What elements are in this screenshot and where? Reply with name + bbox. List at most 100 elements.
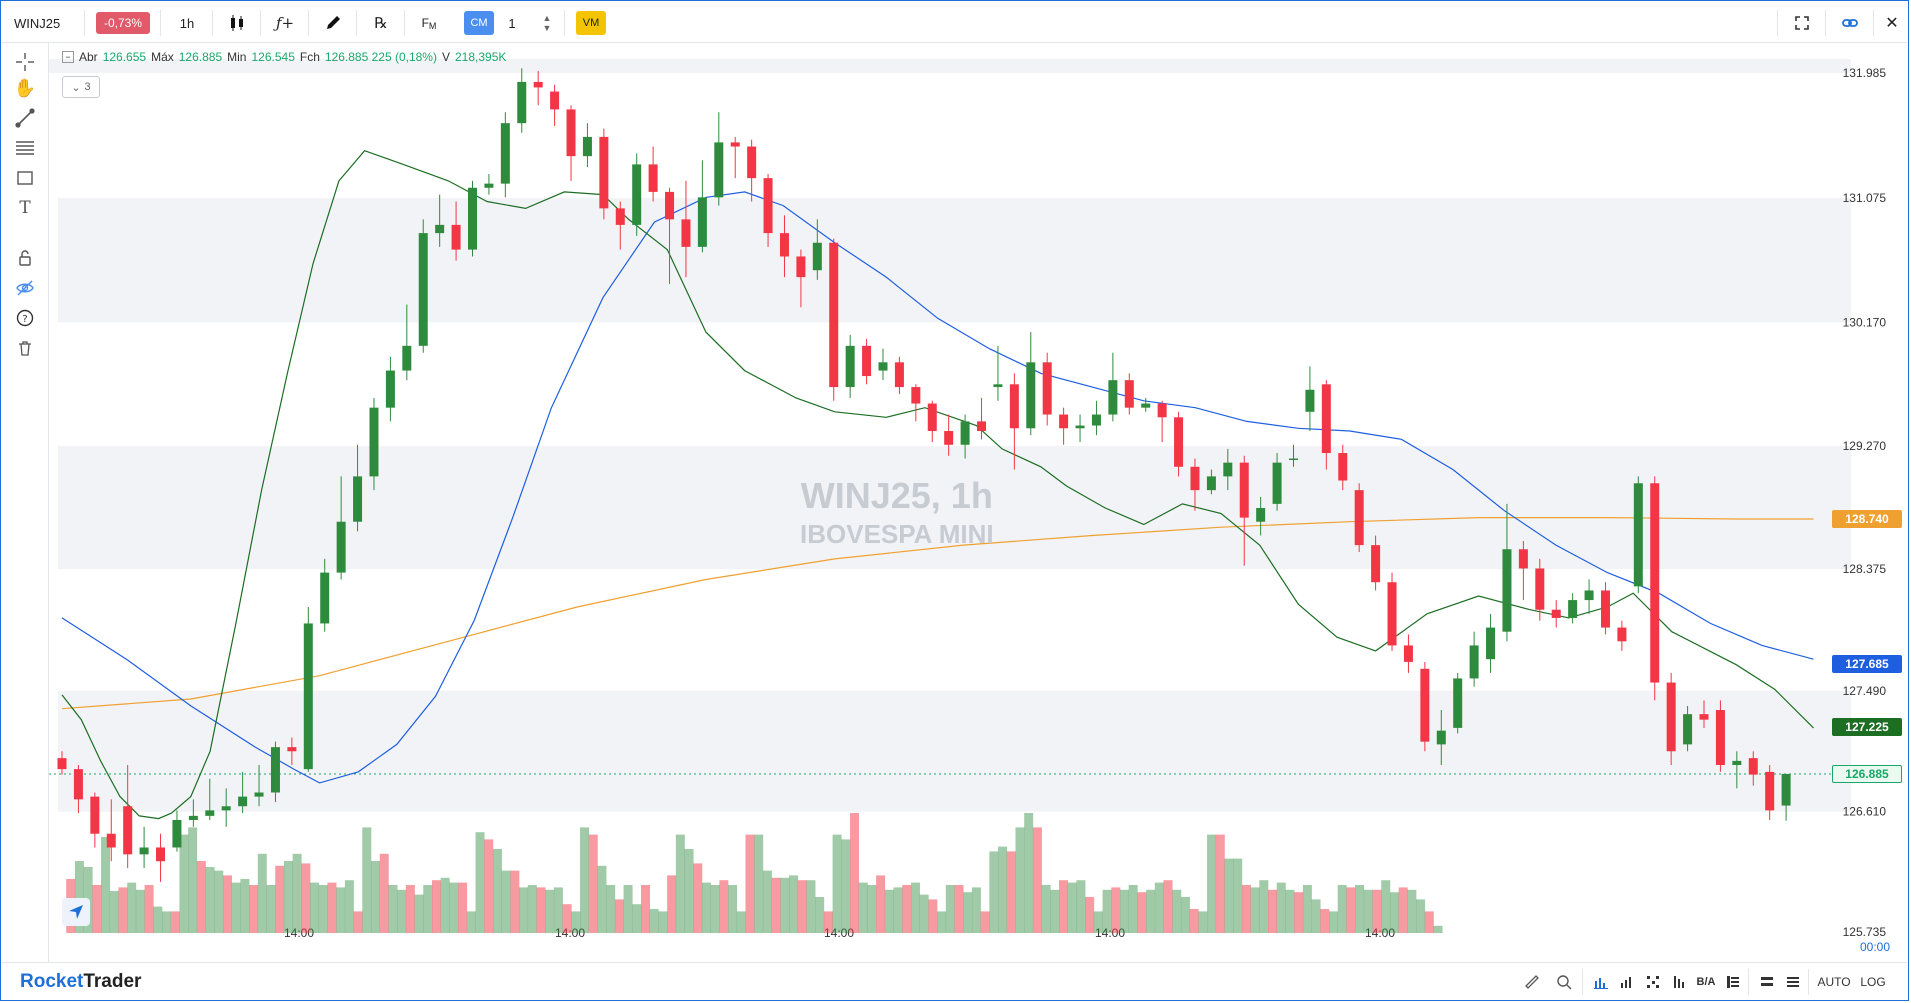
price-band [58, 690, 1851, 812]
volume-bar [728, 885, 738, 933]
legend-collapse-icon[interactable]: − [62, 51, 74, 63]
volume-bar [989, 851, 999, 933]
sma200-price-label: 128.740 [1832, 509, 1902, 528]
candle-body [1206, 476, 1216, 491]
volume-bar [492, 849, 502, 933]
navigate-arrow-icon[interactable] [62, 898, 90, 926]
link-icon[interactable] [1835, 10, 1865, 36]
sma200-line [61, 517, 1814, 710]
volume-bar [1093, 911, 1103, 933]
candle-body [911, 387, 921, 404]
cm-count[interactable]: 1 [508, 15, 516, 31]
candle-body [812, 242, 822, 271]
candle-body [1157, 403, 1167, 418]
ema-blue-line [61, 191, 1814, 784]
grid-icon[interactable] [1642, 971, 1664, 993]
legend-high-value: 126.885 [178, 50, 223, 64]
auto-scale-button[interactable]: AUTO [1817, 975, 1851, 989]
volume-bar [710, 885, 720, 933]
timeframe-button[interactable]: 1h [179, 15, 195, 31]
candle-body [977, 421, 987, 432]
y-tick-label: 130.170 [1843, 315, 1887, 329]
order-book-icon[interactable] [1722, 971, 1744, 993]
trendline-icon[interactable] [12, 105, 38, 131]
text-tool-icon[interactable]: T [19, 198, 31, 218]
drawing-toolbar: ✋ T ? [2, 43, 49, 963]
log-scale-button[interactable]: LOG [1860, 975, 1886, 989]
volume-bar [1407, 889, 1417, 933]
candle-body [369, 407, 379, 477]
volume-bar [1041, 885, 1051, 933]
candle-body [1568, 600, 1578, 618]
vm-button[interactable]: VM [576, 11, 606, 35]
svg-text:?: ? [22, 314, 27, 325]
volume-bar [74, 861, 84, 933]
candle-body [1666, 682, 1676, 752]
cm-button[interactable]: CM [464, 11, 494, 35]
zoom-icon[interactable] [1552, 971, 1576, 993]
volume-bar [597, 865, 607, 933]
volume-profile-icon[interactable] [1616, 971, 1638, 993]
candle-body [1765, 771, 1775, 811]
rectangle-icon[interactable] [12, 165, 38, 191]
candle-body [632, 164, 642, 225]
candle-body [254, 792, 264, 797]
volume-bar [466, 911, 476, 933]
volume-bar [371, 861, 381, 933]
candle-body [1108, 380, 1118, 415]
volume-bar [580, 827, 590, 933]
chevron-down-icon: ⌄ [71, 81, 81, 94]
candle-body [1683, 714, 1693, 745]
symbol-label[interactable]: WINJ25 [14, 15, 61, 31]
volume-bar [971, 887, 981, 933]
layout-icon[interactable] [1756, 971, 1778, 993]
candle-body [714, 142, 724, 198]
menu-icon[interactable] [1782, 971, 1804, 993]
volume-bar [240, 879, 250, 933]
volume-bar [884, 889, 894, 933]
volume-bar [614, 899, 624, 933]
hide-eye-icon[interactable] [12, 275, 38, 301]
bid-ask-icon[interactable]: B/A [1696, 976, 1716, 988]
help-icon[interactable]: ? [12, 305, 38, 331]
ema-green-line [61, 149, 1814, 820]
volume-bars-icon[interactable] [1590, 971, 1612, 993]
volume-bar [667, 875, 677, 933]
indicators-toggle[interactable]: ⌄ 3 [62, 76, 100, 98]
candle-body [484, 183, 494, 188]
fullscreen-icon[interactable] [1787, 10, 1817, 36]
volume-bar [876, 875, 886, 933]
histogram-icon[interactable] [1668, 971, 1690, 993]
candle-body [123, 806, 133, 855]
indicators-icon[interactable]: ƒ+ [275, 14, 295, 32]
close-icon[interactable]: ✕ [1885, 15, 1899, 32]
candle-body [878, 362, 888, 371]
hand-icon[interactable]: ✋ [13, 77, 37, 98]
candle-body [90, 796, 100, 834]
volume-bar [353, 911, 363, 933]
volume-bar [405, 885, 415, 933]
stepper-icon[interactable]: ▲ ▼ [542, 13, 552, 33]
fib-lines-icon[interactable] [12, 135, 38, 161]
replay-rx-icon[interactable]: ℞ [374, 15, 388, 32]
volume-bar [754, 834, 764, 933]
candle-body [1403, 645, 1413, 662]
candles-icon[interactable] [222, 10, 252, 36]
volume-bar [1189, 909, 1199, 933]
lock-icon[interactable] [12, 245, 38, 271]
volume-bar [823, 911, 833, 933]
draw-pencil-icon[interactable] [318, 10, 348, 36]
volume-bar [902, 885, 912, 933]
candle-body [1436, 730, 1446, 745]
volume-bar [1372, 889, 1382, 933]
trash-icon[interactable] [12, 335, 38, 361]
price-chart[interactable]: 125.735 126.610 127.490 128.375 129.270 130.1… [49, 43, 1907, 961]
crosshair-icon[interactable] [12, 49, 38, 75]
volume-bar [719, 880, 729, 933]
volume-bar [101, 837, 111, 933]
legend-low-value: 126.545 [251, 50, 295, 64]
candle-body [1009, 384, 1019, 429]
volume-bar [1433, 925, 1443, 933]
ruler-icon[interactable] [1520, 971, 1544, 993]
